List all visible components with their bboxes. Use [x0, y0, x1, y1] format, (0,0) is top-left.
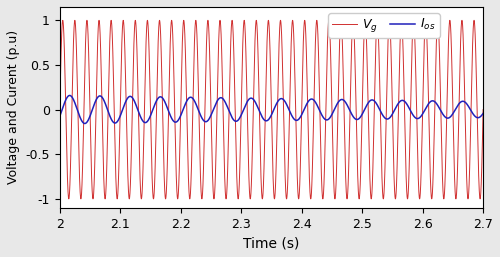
X-axis label: Time (s): Time (s)	[243, 236, 300, 250]
$I_{os}$	[56, 115, 62, 118]
$V_g$	[480, 108, 486, 111]
$I_{os}$	[74, 108, 80, 111]
$I_{os}$	[58, 109, 64, 113]
$I_{os}$	[82, 122, 88, 125]
$I_{os}$	[140, 120, 146, 123]
$I_{os}$	[480, 112, 486, 115]
Line: $I_{os}$: $I_{os}$	[60, 95, 483, 124]
$V_g$	[422, 19, 428, 22]
$I_{os}$	[458, 100, 464, 104]
$V_g$	[140, 175, 146, 178]
Legend: $V_g$, $I_{os}$: $V_g$, $I_{os}$	[328, 13, 440, 38]
$V_g$	[264, 50, 270, 53]
$V_g$	[58, 33, 64, 36]
$I_{os}$	[82, 122, 88, 125]
$V_g$	[82, 59, 88, 62]
$V_g$	[114, 197, 120, 200]
$I_{os}$	[66, 94, 72, 97]
Y-axis label: Voltage and Curent (p.u): Voltage and Curent (p.u)	[7, 30, 20, 185]
$I_{os}$	[264, 119, 270, 122]
$V_g$	[458, 35, 464, 38]
$V_g$	[56, 108, 62, 111]
$V_g$	[74, 80, 80, 83]
Line: $V_g$: $V_g$	[60, 20, 483, 199]
